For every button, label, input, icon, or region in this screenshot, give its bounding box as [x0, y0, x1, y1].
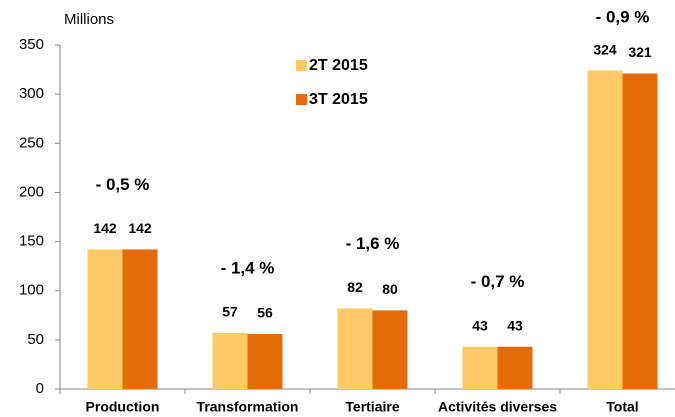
y-tick-label: 200: [19, 183, 44, 200]
annotation: - 1,6 %: [346, 234, 400, 253]
value-label: 56: [257, 305, 273, 321]
bar: [462, 346, 498, 389]
bar: [587, 70, 623, 389]
annotation: - 1,4 %: [221, 258, 275, 277]
y-tick-label: 350: [19, 36, 44, 53]
legend-swatch: [296, 60, 307, 71]
value-label: 321: [628, 44, 652, 60]
legend-label: 2T 2015: [309, 57, 368, 74]
y-tick-label: 100: [19, 282, 44, 299]
legend-label: 3T 2015: [309, 91, 368, 108]
value-label: 43: [507, 317, 523, 333]
bar: [622, 73, 658, 389]
y-tick-label: 150: [19, 233, 44, 250]
bar: [212, 332, 248, 389]
bar: [372, 310, 408, 389]
y-axis-label: Millions: [64, 11, 114, 28]
y-tick-label: 50: [27, 331, 44, 348]
bar: [247, 333, 283, 389]
x-tick-label: Production: [86, 399, 160, 415]
annotation: - 0,5 %: [96, 175, 150, 194]
value-label: 142: [128, 220, 152, 236]
bar: [337, 308, 373, 389]
value-label: 142: [93, 220, 117, 236]
x-tick-label: Total: [606, 399, 638, 415]
legend-swatch: [296, 94, 307, 105]
bar: [122, 249, 158, 389]
y-tick-label: 250: [19, 134, 44, 151]
bar: [497, 346, 533, 389]
x-tick-label: Activités diverses: [438, 399, 557, 415]
value-label: 82: [347, 279, 363, 295]
y-tick-label: 300: [19, 85, 44, 102]
bar: [87, 249, 123, 389]
y-tick-label: 0: [36, 380, 44, 397]
annotation: - 0,9 %: [596, 7, 650, 26]
x-tick-label: Transformation: [197, 399, 299, 415]
value-label: 324: [593, 41, 617, 57]
value-label: 57: [222, 304, 238, 320]
value-label: 80: [382, 281, 398, 297]
x-tick-label: Tertiaire: [345, 399, 399, 415]
annotation: - 0,7 %: [471, 272, 525, 291]
value-label: 43: [472, 317, 488, 333]
